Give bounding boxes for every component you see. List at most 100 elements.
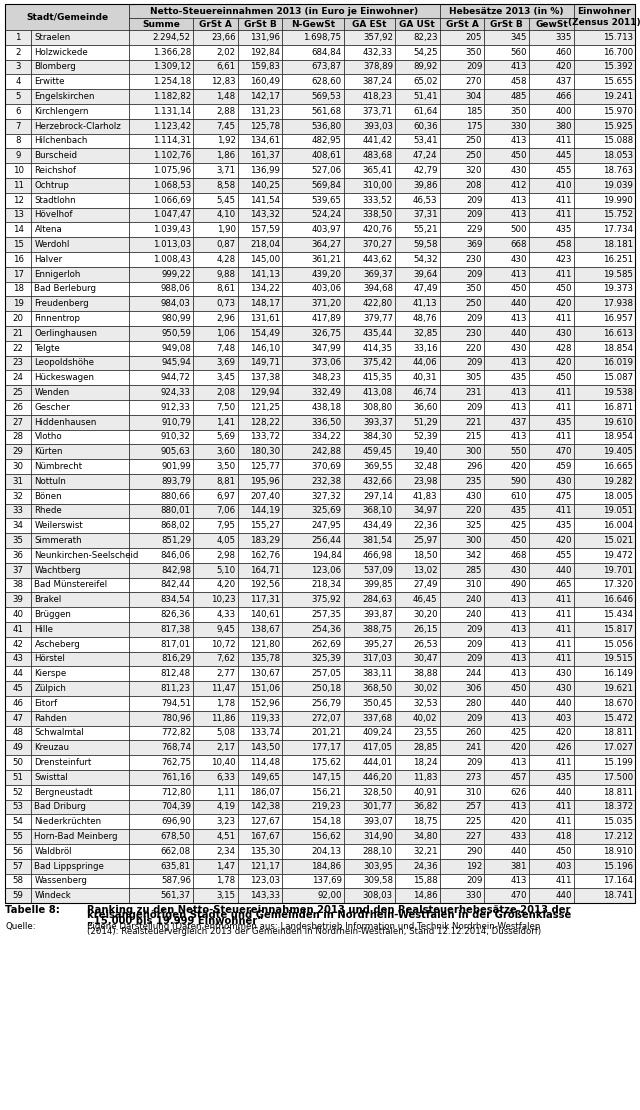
- Bar: [440, 60, 484, 74]
- Text: 2.294,52: 2.294,52: [153, 33, 191, 42]
- Bar: [440, 385, 484, 400]
- Bar: [237, 682, 282, 696]
- Bar: [193, 888, 237, 904]
- Bar: [237, 874, 282, 888]
- Bar: [129, 829, 193, 844]
- Bar: [344, 326, 395, 341]
- Text: 38,88: 38,88: [413, 669, 438, 678]
- Text: 41,13: 41,13: [413, 300, 438, 309]
- Bar: [237, 355, 282, 371]
- Bar: [529, 430, 573, 444]
- Text: 440: 440: [511, 847, 527, 856]
- Bar: [440, 710, 484, 726]
- Text: 15.088: 15.088: [603, 137, 633, 145]
- Bar: [573, 252, 635, 266]
- Bar: [395, 607, 440, 622]
- Text: 425: 425: [511, 522, 527, 531]
- Text: 1,41: 1,41: [216, 417, 236, 426]
- Bar: [193, 296, 237, 311]
- Text: Eitorf: Eitorf: [35, 699, 58, 708]
- Bar: [31, 710, 129, 726]
- Text: 22: 22: [13, 344, 24, 353]
- Bar: [573, 844, 635, 859]
- Text: 131,23: 131,23: [250, 107, 280, 115]
- Bar: [282, 74, 344, 89]
- Text: 411: 411: [556, 655, 572, 664]
- Text: 413: 413: [511, 137, 527, 145]
- Text: 2,98: 2,98: [216, 551, 236, 559]
- Bar: [5, 785, 31, 799]
- Bar: [5, 548, 31, 563]
- Bar: [573, 474, 635, 488]
- Bar: [344, 533, 395, 548]
- Bar: [237, 696, 282, 710]
- Bar: [344, 474, 395, 488]
- Text: 470: 470: [556, 447, 572, 456]
- Text: 435: 435: [556, 773, 572, 781]
- Bar: [344, 593, 395, 607]
- Bar: [344, 296, 395, 311]
- Bar: [529, 726, 573, 740]
- Text: 446,20: 446,20: [363, 773, 393, 781]
- Text: 325,69: 325,69: [312, 506, 342, 515]
- Text: 42,79: 42,79: [413, 166, 438, 175]
- Text: 1.013,03: 1.013,03: [153, 240, 191, 249]
- Text: 51,41: 51,41: [413, 92, 438, 101]
- Bar: [31, 133, 129, 149]
- Text: 46,74: 46,74: [413, 388, 438, 397]
- Bar: [529, 518, 573, 533]
- Bar: [237, 44, 282, 60]
- Text: 2,34: 2,34: [216, 847, 236, 856]
- Text: 422,80: 422,80: [363, 300, 393, 309]
- Text: 133,74: 133,74: [250, 728, 280, 737]
- Bar: [484, 19, 529, 30]
- Text: 388,75: 388,75: [363, 625, 393, 634]
- Text: 413: 413: [511, 270, 527, 279]
- Bar: [193, 859, 237, 874]
- Text: 413: 413: [511, 388, 527, 397]
- Bar: [5, 577, 31, 593]
- Bar: [282, 474, 344, 488]
- Bar: [440, 460, 484, 474]
- Text: 52: 52: [13, 788, 24, 797]
- Text: 16: 16: [13, 255, 24, 264]
- Bar: [31, 607, 129, 622]
- Bar: [237, 488, 282, 504]
- Text: 48,76: 48,76: [413, 314, 438, 323]
- Text: Wenden: Wenden: [35, 388, 70, 397]
- Text: 19.472: 19.472: [603, 551, 633, 559]
- Text: 308,80: 308,80: [363, 403, 393, 412]
- Bar: [529, 193, 573, 208]
- Text: 4: 4: [15, 78, 21, 87]
- Bar: [5, 133, 31, 149]
- Bar: [344, 755, 395, 770]
- Text: 368,50: 368,50: [363, 684, 393, 693]
- Text: 475: 475: [556, 492, 572, 501]
- Text: 409,24: 409,24: [363, 728, 393, 737]
- Bar: [440, 874, 484, 888]
- Bar: [282, 710, 344, 726]
- Bar: [484, 149, 529, 163]
- Bar: [344, 74, 395, 89]
- Bar: [31, 430, 129, 444]
- Text: 149,71: 149,71: [250, 359, 280, 367]
- Text: 284,63: 284,63: [363, 595, 393, 604]
- Text: 381: 381: [511, 861, 527, 870]
- Text: 254,36: 254,36: [312, 625, 342, 634]
- Bar: [129, 430, 193, 444]
- Text: 560: 560: [511, 48, 527, 57]
- Text: 413: 413: [511, 359, 527, 367]
- Text: 247,95: 247,95: [312, 522, 342, 531]
- Bar: [5, 474, 31, 488]
- Text: 350: 350: [466, 284, 483, 293]
- Text: 119,33: 119,33: [250, 714, 280, 723]
- Bar: [193, 178, 237, 193]
- Bar: [193, 371, 237, 385]
- Text: 430: 430: [511, 255, 527, 264]
- Text: 38: 38: [13, 581, 24, 589]
- Bar: [5, 163, 31, 178]
- Bar: [5, 60, 31, 74]
- Bar: [193, 385, 237, 400]
- Text: 209: 209: [466, 877, 483, 886]
- Text: 285: 285: [466, 566, 483, 575]
